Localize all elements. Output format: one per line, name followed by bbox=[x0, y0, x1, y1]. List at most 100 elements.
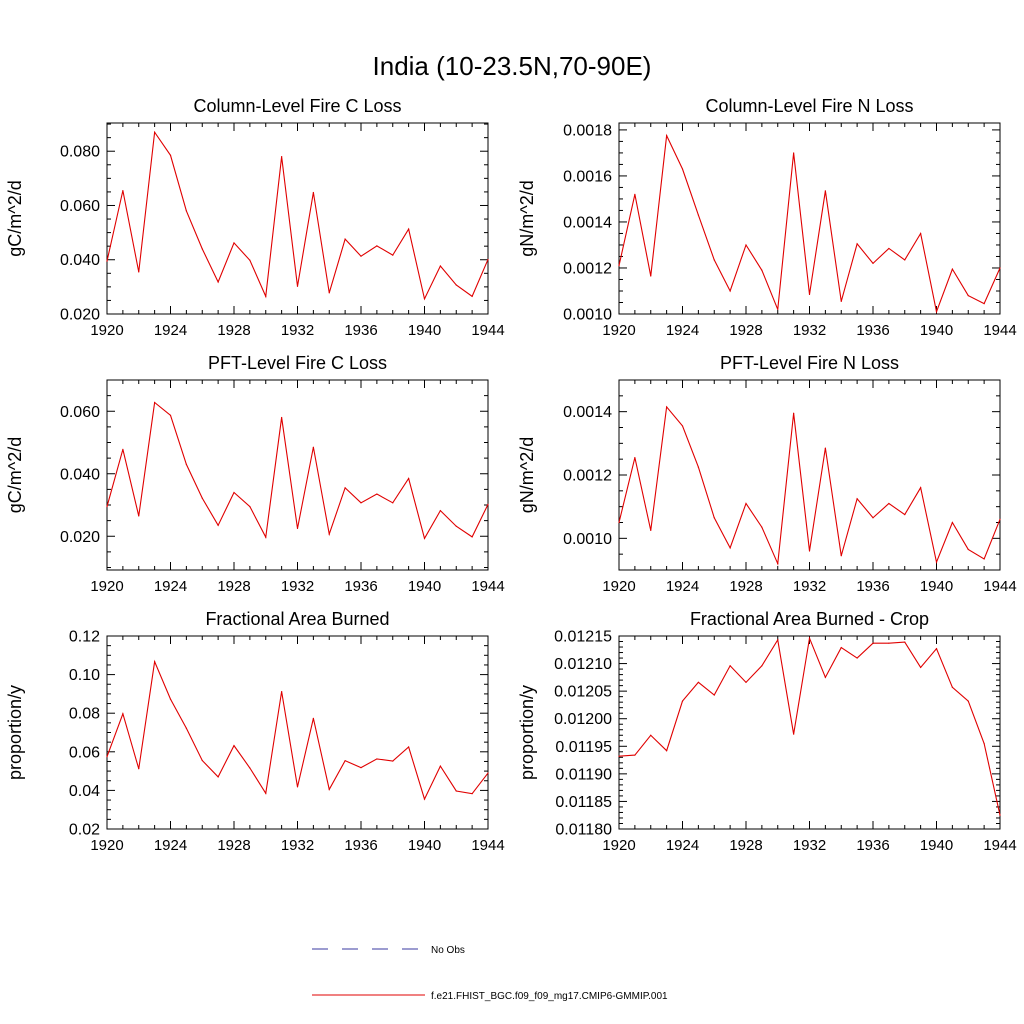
x-tick-label: 1936 bbox=[344, 837, 377, 854]
x-tick-label: 1928 bbox=[729, 837, 762, 854]
chart-panel-4: 1920 1924 1928 1932 1936 1940 1944 0.0010 0.0012… bbox=[517, 353, 1017, 595]
data-point bbox=[666, 135, 668, 137]
data-point bbox=[439, 765, 441, 767]
data-point bbox=[423, 298, 426, 300]
data-point bbox=[360, 502, 362, 504]
x-tick-label: 1924 bbox=[666, 837, 699, 854]
data-point bbox=[471, 295, 473, 297]
y-tick-label: 0.10 bbox=[69, 667, 100, 684]
data-point bbox=[408, 477, 410, 480]
data-point bbox=[793, 412, 795, 414]
legend: No Obs f.e21.FHIST_BGC.f09_f09_mg17.CMIP… bbox=[312, 945, 668, 1002]
data-point bbox=[856, 243, 858, 245]
data-point bbox=[376, 493, 378, 495]
data-point bbox=[233, 745, 235, 747]
plot-frame bbox=[106, 379, 489, 571]
data-point bbox=[328, 292, 330, 294]
y-tick-label: 0.020 bbox=[60, 529, 100, 546]
data-point bbox=[729, 290, 731, 292]
data-point bbox=[634, 754, 636, 756]
data-point bbox=[455, 790, 457, 792]
data-point bbox=[106, 505, 108, 508]
data-point bbox=[296, 285, 299, 287]
data-point bbox=[777, 308, 779, 310]
data-point bbox=[392, 254, 394, 256]
data-point bbox=[201, 248, 203, 250]
data-point bbox=[138, 515, 140, 517]
data-point bbox=[344, 238, 346, 240]
data-point bbox=[217, 524, 219, 526]
y-tick-label: 0.01185 bbox=[555, 794, 612, 811]
y-axis-label: gN/m^2/d bbox=[517, 437, 537, 513]
data-point bbox=[967, 700, 969, 702]
y-tick-label: 0.01190 bbox=[555, 766, 612, 783]
x-tick-label: 1924 bbox=[154, 578, 187, 595]
x-tick-label: 1920 bbox=[90, 322, 123, 339]
data-point bbox=[808, 550, 811, 552]
data-point bbox=[328, 788, 330, 791]
data-line bbox=[618, 133, 1001, 314]
data-line bbox=[106, 130, 489, 301]
data-point bbox=[888, 247, 890, 250]
data-point bbox=[872, 642, 874, 644]
chart-panel-2: 1920 1924 1928 1932 1936 1940 1944 0.0010 0.0012… bbox=[517, 96, 1017, 339]
y-axis-label: proportion/y bbox=[517, 685, 537, 780]
x-tick-label: 1940 bbox=[408, 322, 441, 339]
data-point bbox=[681, 700, 684, 702]
data-point bbox=[840, 555, 842, 557]
x-tick-label: 1944 bbox=[471, 322, 504, 339]
data-point bbox=[872, 262, 874, 264]
data-line bbox=[106, 401, 489, 540]
x-tick-label: 1944 bbox=[471, 578, 504, 595]
data-point bbox=[824, 447, 826, 449]
x-tick-label: 1920 bbox=[602, 837, 635, 854]
data-point bbox=[713, 694, 715, 696]
x-tick-label: 1924 bbox=[666, 322, 699, 339]
data-point bbox=[983, 742, 985, 745]
data-point bbox=[935, 311, 938, 313]
data-point bbox=[487, 258, 489, 261]
data-point bbox=[761, 269, 763, 271]
data-point bbox=[745, 681, 747, 683]
data-point bbox=[376, 758, 378, 760]
panel-title: PFT-Level Fire N Loss bbox=[720, 353, 899, 373]
data-point bbox=[249, 259, 251, 261]
y-tick-label: 0.0010 bbox=[563, 307, 612, 324]
data-point bbox=[618, 265, 620, 267]
data-point bbox=[296, 527, 299, 530]
x-tick-label: 1936 bbox=[856, 578, 889, 595]
panel-title: Column-Level Fire N Loss bbox=[705, 96, 913, 116]
data-point bbox=[681, 425, 684, 427]
data-point bbox=[233, 491, 235, 494]
plot-frame bbox=[106, 635, 489, 830]
panel-title: PFT-Level Fire C Loss bbox=[208, 353, 387, 373]
data-point bbox=[856, 498, 858, 500]
panels: 1920 1924 1928 1932 1936 1940 1944 0.020 0.040 0.… bbox=[5, 96, 1017, 854]
panel-title: Fractional Area Burned bbox=[205, 609, 389, 629]
data-point bbox=[154, 131, 156, 133]
chart-panel-6: 1920 1924 1928 1932 1936 1940 1944 0.01180 0.011… bbox=[517, 609, 1017, 854]
data-point bbox=[650, 529, 652, 532]
data-point bbox=[185, 463, 187, 465]
y-tick-label: 0.060 bbox=[60, 198, 100, 215]
y-tick-label: 0.0010 bbox=[563, 531, 612, 548]
y-tick-label: 0.12 bbox=[69, 629, 100, 646]
data-point bbox=[808, 293, 811, 296]
data-point bbox=[122, 448, 124, 450]
y-tick-label: 0.01195 bbox=[555, 739, 612, 756]
data-point bbox=[872, 517, 874, 519]
data-point bbox=[777, 639, 779, 641]
x-tick-label: 1924 bbox=[154, 837, 187, 854]
legend-label-model: f.e21.FHIST_BGC.f09_f09_mg17.CMIP6-GMMIP… bbox=[431, 991, 668, 1002]
data-point bbox=[281, 690, 283, 693]
data-point bbox=[761, 526, 763, 528]
y-tick-label: 0.06 bbox=[69, 744, 100, 761]
data-line bbox=[618, 405, 1001, 566]
data-point bbox=[729, 547, 731, 549]
data-point bbox=[392, 760, 394, 762]
x-tick-label: 1920 bbox=[602, 322, 635, 339]
data-point bbox=[697, 214, 699, 216]
data-point bbox=[423, 798, 426, 800]
x-tick-label: 1920 bbox=[90, 837, 123, 854]
